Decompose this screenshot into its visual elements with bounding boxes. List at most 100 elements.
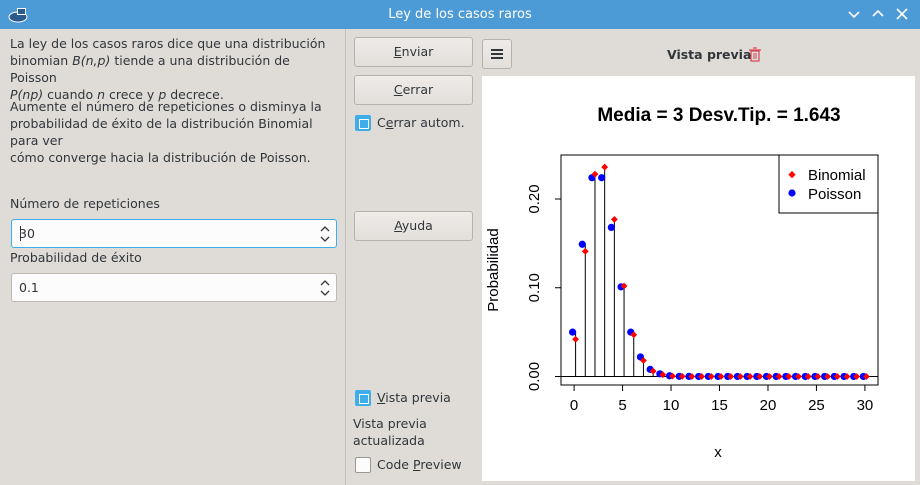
mnemonic: e [385,115,394,130]
spin-arrows-icon[interactable] [319,278,331,298]
legend-binomial-label: Binomial [808,167,866,184]
text: ista previa [385,390,451,405]
y-tick-label: 0.20 [526,184,543,213]
trash-icon[interactable] [748,47,762,62]
chevron-up-icon[interactable] [869,5,887,23]
checkbox-box[interactable] [355,457,371,473]
title-bar: Ley de los casos raros [0,0,920,29]
mnemonic: E [393,44,402,59]
x-tick-label: 10 [663,397,680,414]
description-line: Aumente el número de repeticiones o dism… [10,99,322,114]
description-line: cómo converge hacia la distribución de P… [10,150,311,165]
spin-arrows-icon[interactable] [319,224,331,244]
chart-title: Media = 3 Desv.Tip. = 1.643 [597,105,840,126]
probabilidad-spinbox[interactable]: 0.1 [11,273,337,302]
legend-poisson-label: Poisson [808,186,861,203]
binomial-point [640,357,647,364]
button-label: nviar [401,44,434,59]
description-paragraph-1: La ley de los casos raros dice que una d… [10,35,340,103]
text: C [377,115,386,130]
poisson-point [598,174,606,182]
close-icon[interactable] [893,5,911,23]
ayuda-button[interactable]: Ayuda [354,211,473,241]
x-tick-label: 25 [808,397,825,414]
x-tick-label: 15 [711,397,728,414]
checkbox-label[interactable]: Code Preview [377,457,462,472]
binomial-point [572,335,579,343]
menu-bar [491,49,503,51]
button-label: errar [402,82,434,97]
text: binomian [10,53,73,68]
binomial-point [630,331,638,339]
binomial-point [804,373,812,380]
preview-status: Vista previa actualizada [353,415,427,449]
x-axis-label: x [714,444,722,461]
description-line: P(np) cuando n crece y p decrece. [10,86,340,103]
hamburger-menu-icon[interactable] [482,39,512,69]
binomial-point [678,372,686,380]
panel-divider [345,29,346,485]
binomial-point [620,282,628,290]
preview-title: Vista previa [667,47,752,62]
poisson-point [607,223,615,232]
text: review [420,457,462,472]
binomial-point [863,373,870,380]
chevron-down-icon[interactable] [845,5,863,23]
binomial-point [853,373,861,380]
repeticiones-spinbox[interactable]: 30 [11,219,337,248]
probabilidad-value[interactable]: 0.1 [19,280,39,295]
repeticiones-label: Número de repeticiones [10,196,160,211]
mnemonic: C [393,82,403,97]
checkbox-label[interactable]: Vista previa [377,390,451,405]
poisson-point [568,328,577,336]
description-line: binomian B(n,p) tiende a una distribució… [10,52,340,86]
binomial-point [601,163,609,171]
text-caret [20,226,21,241]
app-icon [8,8,28,23]
button-label: yuda [401,218,433,233]
binomial-point [610,216,618,223]
formula: p [158,87,167,102]
y-tick-label: 0.00 [526,362,543,391]
window-title: Ley de los casos raros [388,7,532,22]
binomial-point [766,373,773,380]
binomial-point [688,373,696,380]
binomial-point [591,170,599,178]
cerrar-button[interactable]: Cerrar [354,75,473,105]
binomial-point [717,373,725,380]
plot-area: Media = 3 Desv.Tip. = 1.643 0 5 10 15 20 25 30 0… [482,76,915,481]
formula: P(np) [10,87,44,102]
binomial-point [756,373,764,380]
formula: n [97,87,105,102]
text: rrar autom. [393,115,465,130]
legend-binomial-marker [788,171,796,179]
binomial-point [698,373,706,380]
x-tick-label: 5 [618,397,626,414]
menu-bar [491,53,503,55]
options-panel: La ley de los casos raros dice que una d… [0,29,345,485]
binomial-point [824,373,832,380]
binomial-point [707,373,715,380]
status-line: actualizada [353,433,425,448]
enviar-button[interactable]: Enviar [354,37,473,67]
description-line: probabilidad de éxito de la distribución… [10,116,313,148]
description-paragraph-2: Aumente el número de repeticiones o dism… [10,98,340,166]
menu-bar [491,57,503,59]
binomial-point [785,373,793,380]
probability-chart: Media = 3 Desv.Tip. = 1.643 0 5 10 15 20 25 30 0… [485,105,879,461]
checkbox-label[interactable]: Cerrar autom. [377,115,465,130]
x-tick-label: 0 [570,397,578,414]
binomial-point [649,367,657,375]
text: crece y [105,87,159,102]
probabilidad-label: Probabilidad de éxito [10,250,142,265]
y-axis-label: Probabilidad [485,228,502,311]
binomial-point [659,371,667,379]
checkbox-box[interactable] [355,390,371,406]
y-tick-label: 0.10 [526,273,543,302]
text: decrece. [166,87,224,102]
repeticiones-value[interactable]: 30 [19,226,35,241]
x-tick-label: 20 [760,397,777,414]
mnemonic: V [377,390,386,405]
checkbox-box[interactable] [355,115,371,131]
button-column: Enviar Cerrar Cerrar autom. Ayuda Vista … [346,29,476,485]
